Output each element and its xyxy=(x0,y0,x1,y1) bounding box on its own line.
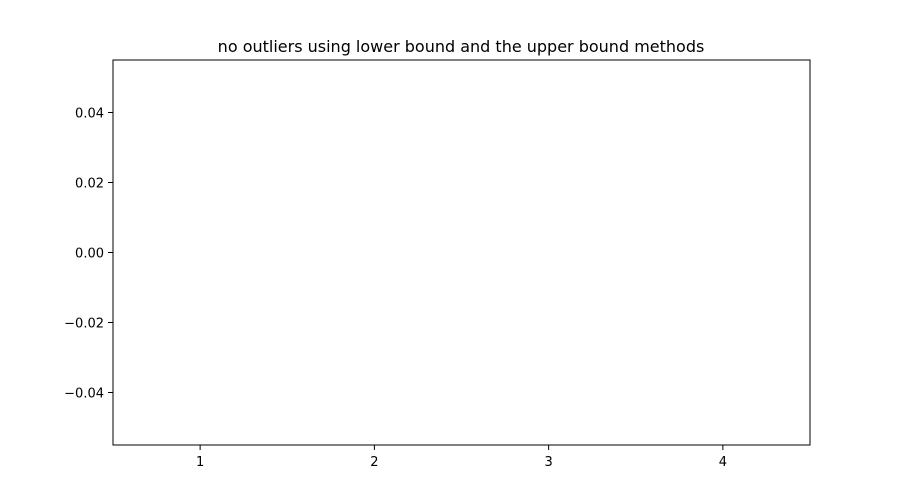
x-tick-label: 1 xyxy=(196,455,204,470)
y-tick-label: 0.04 xyxy=(75,107,104,122)
y-tick-label: 0.00 xyxy=(75,247,104,262)
x-tick-label: 3 xyxy=(544,455,552,470)
chart-title: no outliers using lower bound and the up… xyxy=(218,37,705,56)
x-tick-label: 2 xyxy=(370,455,378,470)
y-axis: −0.04 −0.02 0.00 0.02 0.04 xyxy=(64,107,113,402)
y-tick-label: −0.04 xyxy=(64,387,104,402)
x-tick-label: 4 xyxy=(719,455,727,470)
y-tick-label: −0.02 xyxy=(64,317,104,332)
y-tick-label: 0.02 xyxy=(75,177,104,192)
x-axis: 1 2 3 4 xyxy=(196,445,727,470)
plot-area-frame xyxy=(112,59,811,446)
